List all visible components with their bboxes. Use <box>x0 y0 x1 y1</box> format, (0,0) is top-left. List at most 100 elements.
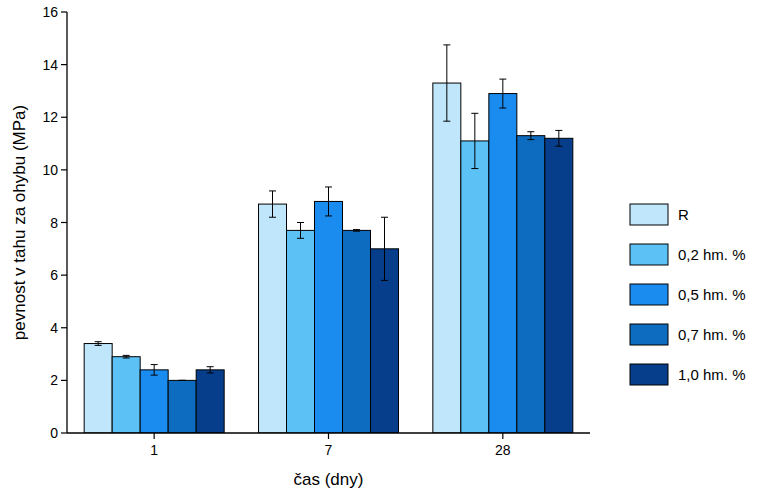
x-tick-label: 7 <box>325 442 333 458</box>
bar <box>287 230 315 433</box>
error-cap <box>555 130 562 131</box>
error-bar <box>499 79 506 108</box>
y-tick-label: 4 <box>50 320 58 336</box>
legend-label: 1,0 hm. % <box>678 366 746 383</box>
error-bar <box>297 223 304 239</box>
legend-label: 0,2 hm. % <box>678 246 746 263</box>
error-bar <box>471 113 478 168</box>
y-tick <box>61 432 67 433</box>
chart-svg: 02468101214161728čas (dny)pevnost v tahu… <box>0 0 757 501</box>
error-line <box>530 132 531 140</box>
error-bar <box>353 230 360 232</box>
error-cap <box>123 355 130 356</box>
error-cap <box>151 375 158 376</box>
error-cap <box>555 146 562 147</box>
error-bar <box>151 365 158 376</box>
error-cap <box>297 238 304 239</box>
error-bar <box>381 217 388 280</box>
y-tick-label: 16 <box>42 4 58 20</box>
bar <box>259 204 287 433</box>
error-cap <box>297 222 304 223</box>
error-cap <box>207 366 214 367</box>
x-tick <box>328 433 329 439</box>
error-cap <box>179 380 186 381</box>
bar <box>489 94 517 433</box>
error-bar <box>207 367 214 373</box>
legend-swatch <box>630 324 668 345</box>
bar <box>196 370 224 433</box>
error-cap <box>381 280 388 281</box>
x-tick-label: 28 <box>495 442 511 458</box>
error-cap <box>123 358 130 359</box>
y-tick-label: 12 <box>42 109 58 125</box>
error-line <box>328 187 329 216</box>
y-tick <box>61 327 67 328</box>
error-bar <box>123 355 130 358</box>
x-axis-label: čas (dny) <box>294 470 364 489</box>
error-line <box>300 223 301 239</box>
y-tick <box>61 222 67 223</box>
error-cap <box>95 341 102 342</box>
error-bar <box>325 187 332 216</box>
bar <box>168 380 196 433</box>
error-cap <box>499 79 506 80</box>
error-bar <box>269 191 276 217</box>
y-tick <box>61 169 67 170</box>
legend-label: 0,7 hm. % <box>678 326 746 343</box>
y-axis-label: pevnost v tahu za ohybu (MPa) <box>10 105 29 340</box>
legend-swatch <box>630 204 668 225</box>
error-bar <box>95 342 102 346</box>
error-line <box>474 113 475 168</box>
x-tick <box>154 433 155 439</box>
bar <box>315 201 343 433</box>
chart-container: 02468101214161728čas (dny)pevnost v tahu… <box>0 0 757 501</box>
y-tick-label: 0 <box>50 425 58 441</box>
error-bar <box>443 45 450 121</box>
error-cap <box>471 168 478 169</box>
y-tick-label: 10 <box>42 162 58 178</box>
error-cap <box>325 186 332 187</box>
bar <box>461 141 489 433</box>
error-cap <box>527 139 534 140</box>
error-bar <box>555 130 562 146</box>
error-cap <box>179 380 186 381</box>
legend-label: 0,5 hm. % <box>678 286 746 303</box>
bars <box>84 45 573 433</box>
error-cap <box>381 217 388 218</box>
legend-swatch <box>630 364 668 385</box>
error-line <box>154 365 155 376</box>
error-cap <box>499 108 506 109</box>
error-cap <box>353 231 360 232</box>
y-tick <box>61 117 67 118</box>
bar <box>112 357 140 433</box>
legend-swatch <box>630 244 668 265</box>
x-tick-label: 1 <box>150 442 158 458</box>
error-cap <box>269 217 276 218</box>
error-cap <box>443 121 450 122</box>
error-bar <box>527 132 534 140</box>
x-tick <box>502 433 503 439</box>
y-tick-label: 14 <box>42 57 58 73</box>
bar <box>517 136 545 433</box>
error-cap <box>151 364 158 365</box>
legend-swatch <box>630 284 668 305</box>
error-cap <box>269 190 276 191</box>
error-bar <box>179 380 186 381</box>
error-line <box>502 79 503 108</box>
error-line <box>446 45 447 121</box>
error-cap <box>471 113 478 114</box>
error-cap <box>207 373 214 374</box>
y-tick-label: 2 <box>50 372 58 388</box>
y-tick <box>61 64 67 65</box>
error-cap <box>527 131 534 132</box>
bar <box>140 370 168 433</box>
y-tick-label: 8 <box>50 215 58 231</box>
y-tick <box>61 11 67 12</box>
error-cap <box>353 229 360 230</box>
y-tick <box>61 275 67 276</box>
legend: R0,2 hm. %0,5 hm. %0,7 hm. %1,0 hm. % <box>630 204 746 385</box>
error-line <box>558 130 559 146</box>
error-line <box>210 367 211 373</box>
bar <box>343 230 371 433</box>
error-cap <box>95 345 102 346</box>
